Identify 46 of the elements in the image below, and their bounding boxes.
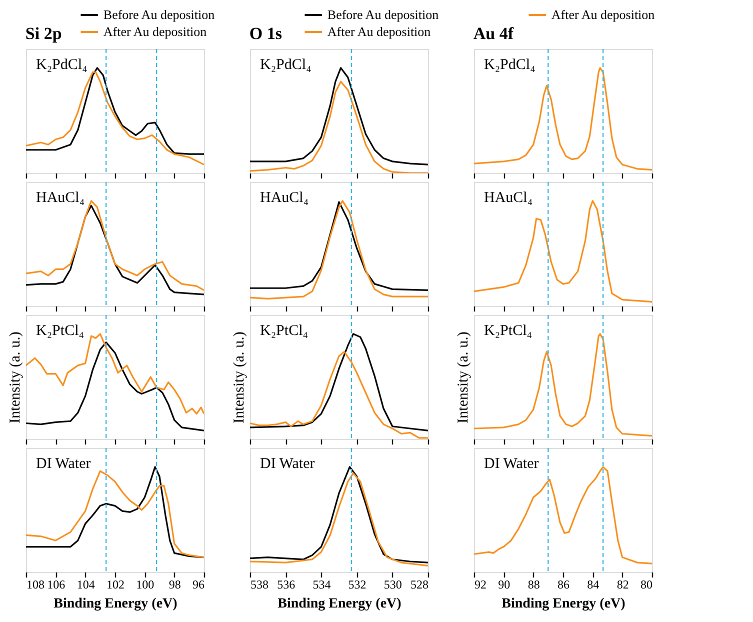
- x-tick-label: 98: [168, 578, 181, 592]
- x-tick-label: 528: [410, 578, 428, 592]
- x-axis-title: Binding Energy (eV): [502, 596, 626, 612]
- x-tick-label: 80: [640, 578, 652, 592]
- annotation: HAuCl₄: [484, 190, 533, 206]
- x-tick-label: 88: [528, 578, 540, 592]
- x-axis-title: Binding Energy (eV): [54, 596, 178, 612]
- x-tick-label: 102: [106, 578, 124, 592]
- x-tick-label: 92: [474, 578, 486, 592]
- x-tick-label: 108: [26, 578, 44, 592]
- annotation: DI Water: [484, 456, 539, 472]
- annotation: K₂PtCl₄: [36, 323, 84, 339]
- x-tick-label: 104: [76, 578, 95, 592]
- x-tick-label: 82: [616, 578, 629, 592]
- annotation: K₂PtCl₄: [260, 323, 308, 339]
- x-tick-label: 100: [136, 578, 154, 592]
- legend-label: After Au deposition: [103, 24, 208, 39]
- legend-label: After Au deposition: [327, 24, 432, 39]
- annotation: K₂PdCl₄: [36, 57, 88, 73]
- x-tick-label: 96: [192, 578, 204, 592]
- annotation: K₂PdCl₄: [260, 57, 312, 73]
- annotation: DI Water: [260, 456, 315, 472]
- x-tick-label: 534: [312, 578, 331, 592]
- annotation: DI Water: [36, 456, 91, 472]
- chart-title: Au 4f: [473, 24, 514, 43]
- annotation: HAuCl₄: [260, 190, 309, 206]
- chart-title: O 1s: [249, 24, 282, 43]
- x-tick-label: 90: [498, 578, 510, 592]
- x-tick-label: 86: [558, 578, 570, 592]
- chart-title: Si 2p: [25, 24, 62, 43]
- legend-label: Before Au deposition: [103, 7, 216, 22]
- annotation: K₂PtCl₄: [484, 323, 532, 339]
- y-axis-title: Intensity (a. u.): [232, 332, 248, 424]
- y-axis-title: Intensity (a. u.): [456, 332, 472, 424]
- x-tick-label: 530: [384, 578, 402, 592]
- y-axis-title: Intensity (a. u.): [8, 332, 24, 424]
- x-tick-label: 538: [250, 578, 268, 592]
- x-tick-label: 536: [277, 578, 296, 592]
- x-tick-label: 84: [587, 578, 600, 592]
- annotation: K₂PdCl₄: [484, 57, 536, 73]
- annotation: HAuCl₄: [36, 190, 85, 206]
- x-axis-title: Binding Energy (eV): [278, 596, 402, 612]
- legend-label: After Au deposition: [551, 7, 656, 22]
- x-tick-label: 532: [348, 578, 366, 592]
- x-tick-label: 106: [47, 578, 66, 592]
- legend-label: Before Au deposition: [327, 7, 440, 22]
